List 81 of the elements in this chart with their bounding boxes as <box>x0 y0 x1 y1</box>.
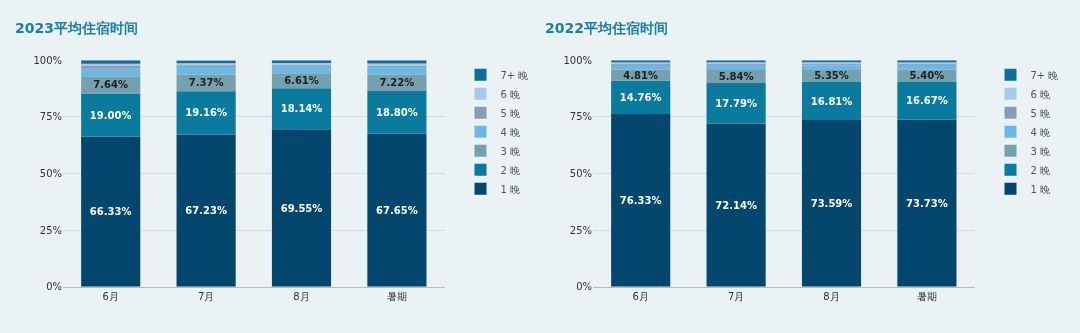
data-label: 76.33% <box>619 194 662 206</box>
legend-label: 7+ 晚 <box>1030 69 1059 81</box>
legend-label: 3 晚 <box>500 145 521 157</box>
data-label: 72.14% <box>715 199 757 211</box>
legend-label: 1 晚 <box>500 183 521 195</box>
bar <box>271 129 332 287</box>
chart-title: 2022平均住宿时间 <box>545 20 668 36</box>
data-label: 5.35% <box>814 70 849 82</box>
legend-label: 7+ 晚 <box>500 69 529 81</box>
data-label: 7.22% <box>379 77 415 89</box>
legend-label: 6 晚 <box>1030 88 1051 100</box>
bar <box>801 120 862 287</box>
bar <box>801 82 862 121</box>
y-tick-label: 0% <box>46 281 62 293</box>
y-tick-label: 50% <box>569 168 592 180</box>
data-label: 18.14% <box>280 103 323 115</box>
bar <box>271 88 332 130</box>
y-tick-label: 25% <box>39 224 62 236</box>
chart-title: 2023平均住宿时间 <box>15 20 138 36</box>
bar <box>176 91 236 135</box>
data-label: 6.61% <box>284 75 319 87</box>
legend-label: 3 晚 <box>1030 145 1051 157</box>
bar <box>706 123 766 287</box>
data-label: 14.76% <box>619 91 662 103</box>
x-tick-label: 暑期 <box>386 290 407 302</box>
bar <box>81 93 141 137</box>
data-label: 7.37% <box>188 77 224 89</box>
legend-label: 5 晚 <box>500 107 521 119</box>
x-tick-label: 8月 <box>293 290 310 302</box>
data-label: 7.64% <box>93 79 129 91</box>
data-label: 17.79% <box>715 97 757 109</box>
bar <box>81 136 141 287</box>
data-label: 18.80% <box>376 106 418 118</box>
legend-label: 4 晚 <box>1030 126 1051 138</box>
data-label: 73.73% <box>906 197 948 209</box>
legend-label: 2 晚 <box>1030 164 1051 176</box>
y-tick-label: 100% <box>33 54 62 66</box>
legend-label: 6 晚 <box>500 88 521 100</box>
y-tick-label: 50% <box>39 168 62 180</box>
legend-label: 1 晚 <box>1030 183 1051 195</box>
data-label: 4.81% <box>623 69 659 81</box>
bar <box>81 68 141 77</box>
data-label: 67.23% <box>185 205 227 217</box>
x-tick-label: 6月 <box>102 290 119 302</box>
data-label: 5.40% <box>909 70 945 82</box>
x-tick-label: 6月 <box>632 290 649 302</box>
data-label: 73.59% <box>810 197 853 209</box>
x-tick-label: 7月 <box>197 290 215 302</box>
legend-label: 5 晚 <box>1030 107 1051 119</box>
y-tick-label: 75% <box>569 111 592 123</box>
bar <box>367 67 427 75</box>
bar <box>706 65 766 70</box>
legend-label: 4 晚 <box>500 126 521 138</box>
x-tick-label: 8月 <box>823 290 840 302</box>
y-tick-label: 25% <box>569 224 592 236</box>
bar <box>897 65 957 70</box>
bar <box>706 83 766 124</box>
x-tick-label: 7月 <box>727 290 745 302</box>
data-label: 19.16% <box>185 107 227 119</box>
data-label: 16.67% <box>906 95 948 107</box>
bar <box>611 65 671 70</box>
bar <box>611 113 671 287</box>
bar <box>611 80 671 114</box>
bar <box>271 66 332 74</box>
bar <box>367 90 427 134</box>
data-label: 5.84% <box>718 70 754 82</box>
data-label: 66.33% <box>89 206 132 218</box>
y-tick-label: 75% <box>39 111 62 123</box>
bar <box>897 82 957 120</box>
y-tick-label: 0% <box>576 281 592 293</box>
y-tick-label: 100% <box>563 54 592 66</box>
data-label: 67.65% <box>376 204 418 216</box>
data-label: 16.81% <box>810 95 853 107</box>
x-tick-label: 暑期 <box>916 290 937 302</box>
data-label: 19.00% <box>89 109 132 121</box>
bar <box>801 65 862 70</box>
bar <box>367 133 427 287</box>
bar <box>176 134 236 287</box>
bar <box>897 119 957 287</box>
legend-label: 2 晚 <box>500 164 521 176</box>
data-label: 69.55% <box>280 202 323 214</box>
